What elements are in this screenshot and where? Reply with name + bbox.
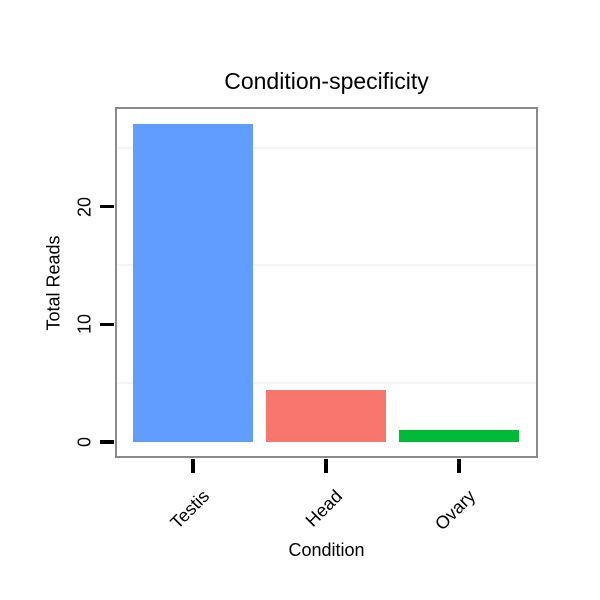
minor-gridline [117,264,536,267]
x-tick [457,459,461,473]
y-tick [100,440,114,444]
plot-panel [115,107,538,458]
minor-gridline [117,382,536,385]
y-tick-label: 0 [74,436,95,448]
gridlines-layer [117,109,536,456]
minor-gridline [117,146,536,149]
bar-head [266,390,386,442]
y-tick [100,322,114,326]
y-tick [100,204,114,209]
bar-testis [133,124,253,442]
bar-ovary [399,430,519,442]
chart-title: Condition-specificity [224,68,429,94]
x-tick [324,459,328,473]
y-tick-label: 20 [74,196,95,217]
bars-layer [117,109,536,456]
x-axis-title: Condition [288,540,365,560]
x-tick [191,459,195,473]
y-axis-title: Total Reads [43,235,64,331]
y-tick-label: 10 [74,314,95,335]
